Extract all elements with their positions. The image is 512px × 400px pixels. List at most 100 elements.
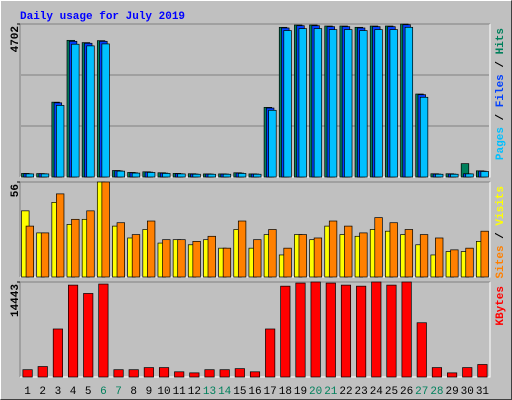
bar xyxy=(147,220,156,278)
x-tick-label: 13 xyxy=(203,386,216,398)
legend-separator: / xyxy=(495,107,507,127)
panel xyxy=(20,282,490,377)
bar xyxy=(128,369,139,378)
bar xyxy=(359,232,368,278)
legend-entry: Hits xyxy=(495,28,507,54)
legend-entry: Pages xyxy=(495,127,507,160)
bar xyxy=(192,241,201,278)
bar xyxy=(249,371,261,378)
bar xyxy=(192,173,201,178)
x-tick-label: 5 xyxy=(85,386,92,398)
bar xyxy=(37,366,48,378)
bar xyxy=(265,328,276,378)
bar xyxy=(219,369,230,378)
bar xyxy=(162,173,171,178)
x-tick-label: 30 xyxy=(461,386,474,398)
bar xyxy=(389,29,398,178)
y-tick-label: 4702 xyxy=(10,26,22,52)
bar xyxy=(162,239,171,278)
legend: KBytes xyxy=(495,286,507,326)
bar xyxy=(71,43,80,178)
chart-title: Daily usage for July 2019 xyxy=(20,11,185,23)
bar xyxy=(131,172,141,178)
bar xyxy=(435,237,444,278)
legend: Sites / Visits xyxy=(495,186,507,278)
bar xyxy=(253,239,262,278)
bar xyxy=(25,173,34,178)
bar xyxy=(207,173,216,178)
bar xyxy=(374,217,383,278)
bar xyxy=(344,29,353,178)
bar xyxy=(295,282,306,378)
x-tick-label: 26 xyxy=(400,386,413,398)
x-tick-label: 1 xyxy=(24,386,31,398)
x-tick-label: 11 xyxy=(173,386,187,398)
x-tick-label: 25 xyxy=(385,386,398,398)
x-tick-label: 20 xyxy=(309,386,322,398)
bar xyxy=(283,30,292,178)
bar xyxy=(116,170,125,178)
bar xyxy=(204,369,215,378)
bar xyxy=(386,284,397,378)
bar xyxy=(313,237,323,278)
bar xyxy=(356,285,367,378)
bar xyxy=(328,220,338,278)
bar xyxy=(174,371,185,378)
bar xyxy=(52,328,63,378)
bar xyxy=(25,225,34,278)
bar xyxy=(419,234,429,278)
bar xyxy=(328,29,338,178)
x-tick-label: 21 xyxy=(324,386,338,398)
bar xyxy=(419,96,429,178)
x-tick-label: 17 xyxy=(264,386,277,398)
bar xyxy=(404,26,414,178)
x-tick-label: 31 xyxy=(476,386,490,398)
bar xyxy=(359,30,368,178)
bar xyxy=(313,28,323,178)
bar xyxy=(447,372,458,378)
x-tick-label: 28 xyxy=(430,386,443,398)
x-tick-label: 10 xyxy=(157,386,170,398)
bar xyxy=(340,284,352,378)
bar xyxy=(435,173,444,178)
y-tick-label: 56 xyxy=(10,184,22,197)
bar xyxy=(283,247,292,278)
legend-separator: / xyxy=(495,226,507,246)
bar xyxy=(113,369,124,378)
legend-entry: Files xyxy=(495,74,507,107)
bar xyxy=(116,222,125,278)
bar xyxy=(98,283,109,378)
bar xyxy=(101,181,110,278)
bar xyxy=(374,29,383,178)
bar xyxy=(131,234,141,278)
bar xyxy=(480,230,489,278)
x-tick-label: 18 xyxy=(279,386,292,398)
bar xyxy=(450,173,459,178)
bar xyxy=(147,172,156,178)
bar xyxy=(143,367,154,378)
bar xyxy=(465,247,474,278)
x-tick-label: 15 xyxy=(233,386,246,398)
bar xyxy=(222,173,232,178)
legend-entry: Visits xyxy=(495,186,507,226)
x-tick-label: 7 xyxy=(115,386,122,398)
bar xyxy=(83,293,94,378)
bar xyxy=(56,193,65,278)
bar xyxy=(298,28,307,178)
bar xyxy=(465,173,474,178)
x-tick-label: 22 xyxy=(339,386,352,398)
x-tick-label: 23 xyxy=(355,386,368,398)
x-tick-label: 6 xyxy=(100,386,107,398)
x-tick-label: 8 xyxy=(130,386,137,398)
bar xyxy=(237,173,247,178)
x-tick-label: 3 xyxy=(55,386,62,398)
bar xyxy=(40,173,50,178)
bar xyxy=(177,173,186,178)
bar xyxy=(40,232,50,278)
bar xyxy=(268,109,277,178)
legend-separator: / xyxy=(495,54,507,74)
bar xyxy=(234,368,245,378)
legend-entry: KBytes xyxy=(495,286,507,326)
x-tick-label: 2 xyxy=(39,386,46,398)
